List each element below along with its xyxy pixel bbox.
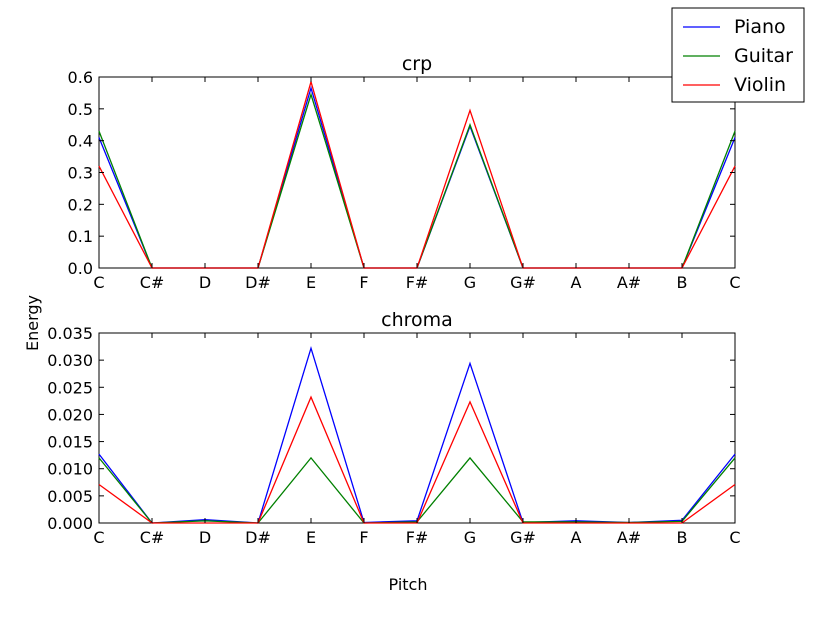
crp-y-tick-label: 0.3 — [68, 164, 93, 183]
crp-x-tick-label-b: B — [677, 273, 688, 292]
crp-x-tick-label-a: A — [571, 273, 582, 292]
chroma-x-tick-label-b: B — [677, 528, 688, 547]
legend-label-violin: Violin — [734, 74, 786, 96]
crp-y-tick-label: 0.6 — [68, 68, 93, 87]
legend-label-guitar: Guitar — [734, 45, 793, 67]
crp-y-tick-label: 0.2 — [68, 195, 93, 214]
chroma-x-tick-label-a-sharp: A# — [617, 528, 641, 547]
chroma-x-tick-label-d: D — [199, 528, 211, 547]
y-axis-title: Energy — [23, 295, 42, 351]
legend-box — [671, 7, 805, 103]
crp-subplot: crp C C# D D# E F F# G G# A A# B C0.00.10.20.30.40.5… — [68, 53, 741, 292]
chroma-x-tick-label-c-sharp: C# — [140, 528, 165, 547]
crp-x-tick-label-f-sharp: F# — [406, 273, 429, 292]
chroma-y-tick-label: 0.000 — [47, 514, 93, 533]
crp-ticks: C C# D D# E F F# G G# A A# B C0.00.10.20.30.40.50.6 — [68, 68, 741, 292]
x-axis-title: Pitch — [389, 575, 428, 594]
legend-label-piano: Piano — [734, 16, 786, 38]
crp-x-tick-label-d-sharp: D# — [245, 273, 271, 292]
crp-x-tick-label-c-sharp: C# — [140, 273, 165, 292]
chroma-x-tick-label-g: G — [464, 528, 476, 547]
crp-x-tick-label-g-sharp: G# — [510, 273, 536, 292]
crp-title: crp — [402, 53, 432, 75]
crp-y-tick-label: 0.4 — [68, 132, 93, 151]
chroma-ticks: C C# D D# E F F# G G# A A# B C0.0000.0050.0100.0150.… — [47, 324, 740, 547]
crp-y-tick-label: 0.1 — [68, 227, 93, 246]
chroma-y-tick-label: 0.025 — [47, 378, 93, 397]
chroma-x-tick-label-c: C — [93, 528, 104, 547]
chroma-x-tick-label-g-sharp: G# — [510, 528, 536, 547]
crp-x-tick-label-a-sharp: A# — [617, 273, 641, 292]
chroma-x-tick-label-d-sharp: D# — [245, 528, 271, 547]
crp-y-tick-label: 0.5 — [68, 100, 93, 119]
crp-x-tick-label-c: C — [729, 273, 740, 292]
chroma-y-tick-label: 0.010 — [47, 460, 93, 479]
chroma-x-tick-label-f-sharp: F# — [406, 528, 429, 547]
chroma-x-tick-label-a: A — [571, 528, 582, 547]
chroma-y-tick-label: 0.030 — [47, 351, 93, 370]
crp-x-tick-label-d: D — [199, 273, 211, 292]
crp-x-tick-label-g: G — [464, 273, 476, 292]
chroma-x-tick-label-c: C — [729, 528, 740, 547]
chroma-subplot: chroma C C# D D# E F F# G G# A A# B C0.0000.0050.010… — [47, 309, 740, 547]
crp-x-tick-label-c: C — [93, 273, 104, 292]
crp-x-tick-label-f: F — [359, 273, 368, 292]
chroma-y-tick-label: 0.015 — [47, 433, 93, 452]
legend: Piano Guitar Violin — [671, 7, 805, 103]
crp-x-tick-label-e: E — [306, 273, 316, 292]
chroma-y-tick-label: 0.035 — [47, 324, 93, 343]
chroma-x-tick-label-f: F — [359, 528, 368, 547]
chroma-y-tick-label: 0.005 — [47, 487, 93, 506]
chroma-x-tick-label-e: E — [306, 528, 316, 547]
crp-y-tick-label: 0.0 — [68, 259, 93, 278]
chroma-y-tick-label: 0.020 — [47, 405, 93, 424]
chroma-title: chroma — [381, 309, 453, 331]
